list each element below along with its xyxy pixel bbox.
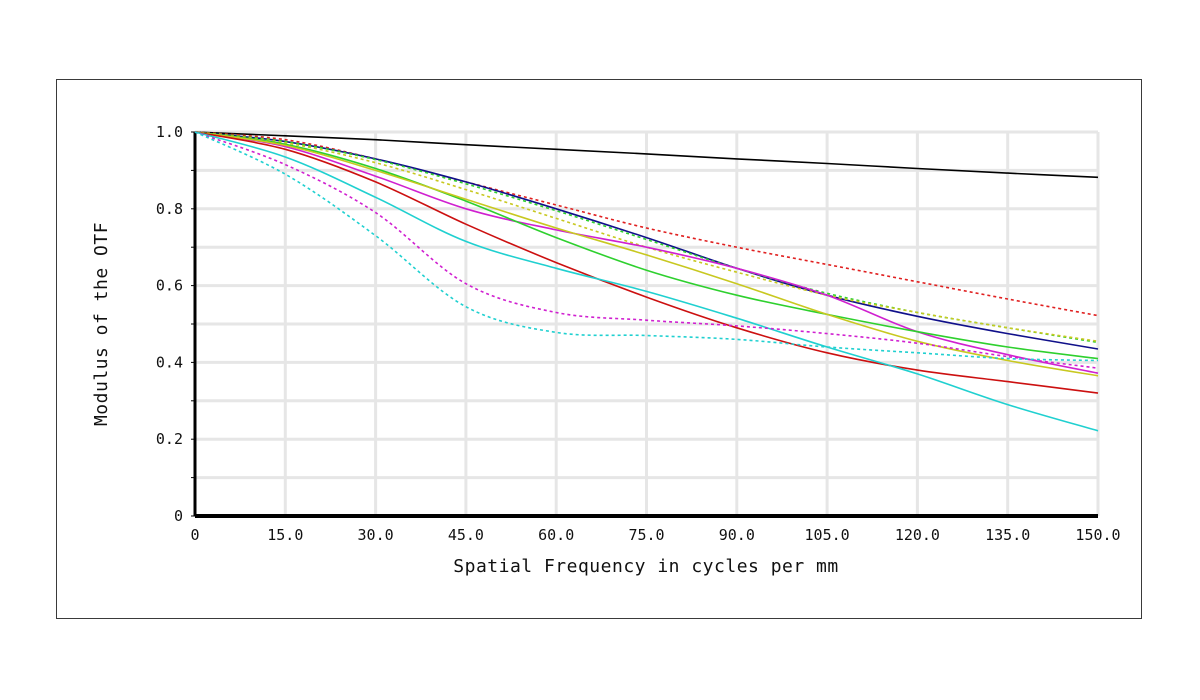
y-tick-label: 0.2 (156, 430, 183, 448)
axes (191, 131, 1098, 518)
series-line-7 (194, 131, 1099, 360)
y-axis-label: Modulus of the OTF (91, 222, 112, 426)
series-line-12 (194, 131, 1099, 362)
y-tick-label: 1.0 (156, 123, 183, 141)
x-axis-label: Spatial Frequency in cycles per mm (453, 556, 838, 577)
x-tick-label: 90.0 (719, 526, 755, 544)
x-tick-label: 30.0 (358, 526, 394, 544)
x-tick-label: 45.0 (448, 526, 484, 544)
series-line-11 (194, 131, 1099, 369)
series-group (194, 131, 1099, 432)
x-tick-label: 150.0 (1075, 526, 1120, 544)
series-line-3 (194, 131, 1099, 350)
x-tick-label: 135.0 (985, 526, 1030, 544)
x-tick-label: 15.0 (267, 526, 303, 544)
y-tick-labels: 0 0.2 0.4 0.6 0.8 1.0 (156, 123, 183, 525)
mtf-chart: 0 15.0 30.0 45.0 60.0 75.0 90.0 105.0 120.0 135.0… (91, 123, 1121, 577)
x-tick-label: 120.0 (895, 526, 940, 544)
series-line-2 (194, 131, 1099, 317)
series-line-10 (194, 131, 1099, 432)
x-tick-label: 105.0 (805, 526, 850, 544)
y-tick-label: 0.6 (156, 277, 183, 295)
grid (193, 130, 1100, 518)
y-tick-label: 0.4 (156, 353, 183, 371)
series-line-6 (194, 131, 1099, 374)
x-tick-labels: 0 15.0 30.0 45.0 60.0 75.0 90.0 105.0 120.0 135.0… (190, 526, 1120, 544)
x-tick-label: 75.0 (628, 526, 664, 544)
y-tick-label: 0.8 (156, 200, 183, 218)
y-tick-label: 0 (174, 507, 183, 525)
series-line-1 (194, 131, 1099, 179)
x-tick-label: 60.0 (538, 526, 574, 544)
x-tick-label: 0 (190, 526, 199, 544)
series-line-9 (194, 131, 1099, 394)
chart-frame: 0 15.0 30.0 45.0 60.0 75.0 90.0 105.0 120.0 135.0… (56, 79, 1142, 619)
